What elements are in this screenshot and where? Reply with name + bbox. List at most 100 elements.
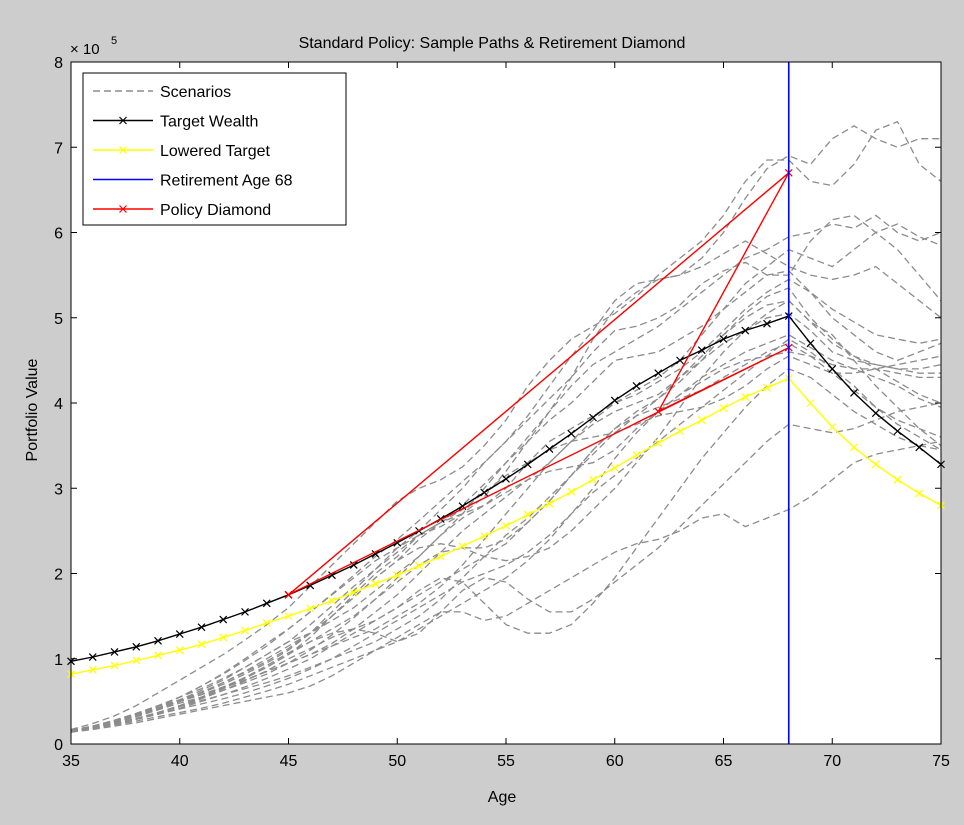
target-wealth-marker <box>241 607 249 616</box>
target-wealth-marker <box>110 648 119 656</box>
lowered-target-marker <box>654 439 663 447</box>
target-wealth-marker <box>806 339 815 348</box>
lowered-target-marker <box>110 661 119 670</box>
lowered-target-marker <box>154 651 162 660</box>
lowered-target-marker <box>349 588 358 597</box>
legend-label: Lowered Target <box>160 143 271 160</box>
target-wealth-marker <box>610 396 619 405</box>
legend-item-1: Scenarios <box>93 84 231 101</box>
scenario-path-8 <box>70 278 942 733</box>
lowered-target-marker <box>306 604 315 613</box>
target-wealth-marker <box>763 319 771 328</box>
lowered-target-marker <box>436 552 445 561</box>
lowered-target-marker <box>219 633 228 642</box>
lowered-target-marker <box>241 626 249 635</box>
lowered-target-marker <box>610 463 619 472</box>
target-wealth-marker <box>893 427 902 436</box>
legend: Scenarios Target Wealth Lowered Target Reti… <box>82 72 347 226</box>
lowered-target-marker <box>328 596 336 605</box>
chart-title: Standard Policy: Sample Paths & Retireme… <box>299 35 686 52</box>
target-wealth-marker <box>175 630 184 638</box>
lowered-target-marker <box>480 532 489 540</box>
target-wealth-marker <box>132 642 141 651</box>
lowered-target-marker <box>175 646 184 655</box>
legend-label: Policy Diamond <box>160 202 271 219</box>
y-axis-multiplier-exponent: 5 <box>111 35 117 47</box>
target-wealth-marker <box>676 356 684 365</box>
y-axis-multiplier: × 10 <box>70 41 100 58</box>
scenario-path-16 <box>70 342 942 732</box>
scenario-path-18 <box>70 368 942 733</box>
legend-marker <box>119 205 127 213</box>
lowered-target-marker <box>284 612 293 621</box>
target-wealth-marker <box>262 599 271 608</box>
y-tick-label: 7 <box>54 140 63 157</box>
legend-item-4: Retirement Age 68 <box>93 173 293 190</box>
x-tick-label: 60 <box>606 753 624 770</box>
scenario-path-19 <box>70 402 942 732</box>
y-axis-label: Portfolio Value <box>24 358 41 461</box>
lowered-target-marker <box>763 383 771 392</box>
lowered-target-marker <box>676 427 684 436</box>
target-wealth-marker <box>371 549 380 558</box>
x-tick-label: 75 <box>932 753 950 770</box>
lowered-target-marker <box>523 510 532 519</box>
target-wealth-marker <box>523 460 532 469</box>
y-tick-label: 1 <box>54 652 63 669</box>
target-wealth-marker <box>502 474 510 483</box>
lowered-target-marker <box>502 521 510 530</box>
target-wealth-marker <box>654 369 663 378</box>
x-tick-label: 65 <box>715 753 733 770</box>
lowered-target-marker <box>393 571 402 580</box>
y-tick-label: 0 <box>54 737 63 754</box>
y-tick-label: 3 <box>54 481 63 498</box>
target-wealth-marker <box>545 445 554 453</box>
target-wealth-marker <box>480 488 489 497</box>
lowered-target-marker <box>915 489 924 498</box>
scenario-path-7 <box>70 223 942 732</box>
target-wealth-marker <box>719 335 728 343</box>
x-axis-label: Age <box>488 789 517 806</box>
lowered-target-marker <box>589 475 597 484</box>
lowered-target-marker <box>371 579 380 588</box>
target-wealth-marker <box>589 413 597 422</box>
scenario-path-20 <box>70 440 942 733</box>
target-wealth-marker <box>828 364 837 373</box>
y-tick-label: 5 <box>54 311 63 328</box>
x-tick-label: 55 <box>497 753 515 770</box>
legend-marker <box>119 146 127 154</box>
policy-diamond-marker <box>284 590 293 599</box>
legend-item-2: Target Wealth <box>93 114 258 131</box>
target-wealth-marker <box>219 615 228 624</box>
lowered-target-marker <box>806 399 815 407</box>
lowered-target-marker <box>415 561 423 570</box>
lowered-target-marker <box>719 404 728 413</box>
target-wealth-marker <box>632 382 641 390</box>
legend-label: Target Wealth <box>160 114 258 131</box>
scenario-path-2 <box>70 120 942 731</box>
target-wealth-marker <box>88 653 97 661</box>
legend-item-3: Lowered Target <box>93 143 271 160</box>
policy-diamond-marker <box>654 407 663 416</box>
legend-marker <box>119 116 127 125</box>
y-tick-label: 8 <box>54 55 63 72</box>
y-tick-label: 6 <box>54 226 63 243</box>
target-wealth-marker <box>850 388 858 397</box>
legend-label: Retirement Age 68 <box>160 173 293 190</box>
lowered-target-marker <box>871 460 880 469</box>
target-wealth-marker <box>871 409 880 418</box>
legend-label: Scenarios <box>160 84 231 101</box>
x-tick-label: 45 <box>280 753 298 770</box>
lowered-target-marker <box>197 640 206 649</box>
scenario-path-9 <box>70 312 942 732</box>
x-tick-label: 50 <box>388 753 406 770</box>
legend-item-5: Policy Diamond <box>93 202 271 219</box>
target-wealth-marker <box>349 561 358 569</box>
lowered-target-marker <box>632 451 641 459</box>
x-tick-label: 35 <box>62 753 80 770</box>
scenario-path-11 <box>70 299 942 732</box>
lowered-target-marker <box>262 619 271 627</box>
target-wealth-marker <box>197 623 206 632</box>
target-wealth-marker <box>697 346 706 355</box>
